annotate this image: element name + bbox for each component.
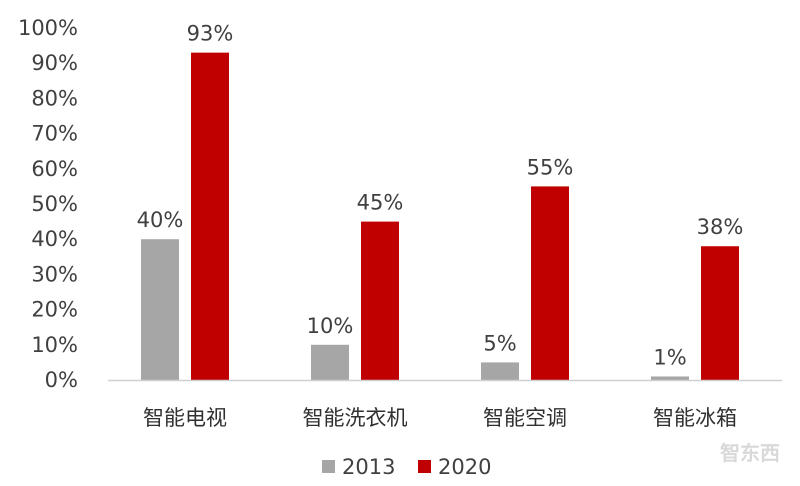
y-tick-label: 10% <box>31 333 78 357</box>
category-labels: 智能电视 智能洗衣机 智能空调 智能冰箱 <box>143 406 737 430</box>
y-tick-label: 0% <box>45 368 78 392</box>
data-label: 10% <box>307 314 354 338</box>
data-label: 93% <box>187 22 234 46</box>
category-label: 智能空调 <box>483 406 567 430</box>
y-tick-label: 90% <box>31 51 78 75</box>
bar-2013 <box>651 376 689 380</box>
watermark: 智东西 <box>720 441 780 465</box>
bar-2013 <box>141 239 179 380</box>
bars <box>141 52 739 380</box>
legend-item: 2020 <box>418 455 491 479</box>
category-label: 智能冰箱 <box>653 406 737 430</box>
y-tick-label: 30% <box>31 262 78 286</box>
bar-2013 <box>481 362 519 380</box>
y-tick-label: 20% <box>31 298 78 322</box>
data-label: 40% <box>137 208 184 232</box>
data-label: 45% <box>357 191 404 215</box>
legend-swatch <box>418 460 431 473</box>
bar-2020 <box>191 52 229 380</box>
y-tick-label: 70% <box>31 122 78 146</box>
legend-label: 2013 <box>342 455 395 479</box>
y-tick-label: 50% <box>31 192 78 216</box>
bar-2020 <box>361 221 399 380</box>
y-tick-label: 100% <box>18 16 78 40</box>
data-label: 1% <box>653 345 686 369</box>
legend: 2013 2020 <box>322 455 491 479</box>
bar-2020 <box>531 186 569 380</box>
y-axis: 0% 10% 20% 30% 40% 50% 60% 70% 80% 90% 100% <box>18 16 78 392</box>
data-label: 5% <box>483 331 516 355</box>
category-label: 智能洗衣机 <box>303 406 408 430</box>
y-tick-label: 60% <box>31 157 78 181</box>
legend-label: 2020 <box>438 455 491 479</box>
bar-2020 <box>701 246 739 380</box>
data-label: 38% <box>697 215 744 239</box>
category-label: 智能电视 <box>143 406 227 430</box>
data-label: 55% <box>527 155 574 179</box>
legend-swatch <box>322 460 335 473</box>
y-tick-label: 80% <box>31 86 78 110</box>
data-labels: 40% 93% 10% 45% 5% 55% 1% 38% <box>137 22 744 370</box>
legend-item: 2013 <box>322 455 395 479</box>
y-tick-label: 40% <box>31 227 78 251</box>
bar-2013 <box>311 344 349 380</box>
